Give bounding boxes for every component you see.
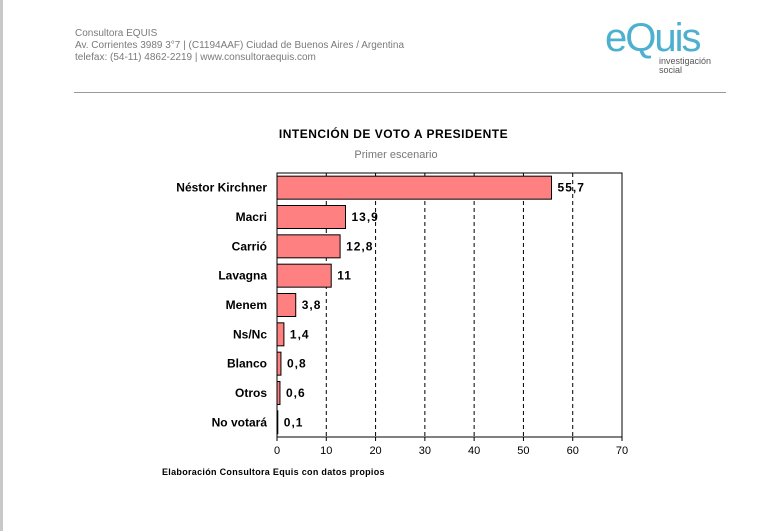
x-tick-label: 60 <box>567 445 579 457</box>
chart-source-note: Elaboración Consultora Equis con datos p… <box>162 467 385 477</box>
bar <box>276 234 341 259</box>
bar <box>276 410 279 435</box>
value-label: 0,8 <box>287 357 307 371</box>
x-tick-label: 0 <box>274 445 280 457</box>
x-tick-label: 10 <box>320 445 332 457</box>
value-label: 55,7 <box>558 181 585 195</box>
chart-title: INTENCIÓN DE VOTO A PRESIDENTE <box>278 127 509 141</box>
logo-tagline-line2: social <box>659 65 683 75</box>
bar <box>276 322 285 347</box>
bar <box>276 293 297 317</box>
category-label: No votará <box>212 415 268 429</box>
value-label: 11 <box>337 269 352 283</box>
logo-wordmark: eQuis <box>605 16 701 60</box>
page-left-border <box>0 0 3 531</box>
x-tick-label: 70 <box>616 445 628 457</box>
category-label: Blanco <box>227 357 267 371</box>
logo-tagline-line1: investigación <box>659 56 712 66</box>
company-address: Av. Corrientes 3989 3°7 | (C1194AAF) Ciu… <box>75 40 405 51</box>
value-label: 0,1 <box>284 415 304 429</box>
category-label: Otros <box>235 386 267 400</box>
value-label: 3,8 <box>302 298 322 312</box>
x-tick-label: 30 <box>419 445 431 457</box>
value-label: 12,8 <box>346 239 373 253</box>
bar <box>276 175 553 200</box>
category-label: Lavagna <box>218 269 267 283</box>
company-contact: telefax: (54-11) 4862-2219 | www.consult… <box>75 52 316 63</box>
equis-logo: eQuis investigación social <box>605 16 725 80</box>
header-divider <box>74 92 726 93</box>
value-label: 13,9 <box>352 210 379 224</box>
bar <box>276 381 281 405</box>
x-tick-label: 40 <box>468 445 480 457</box>
bar <box>276 263 332 288</box>
company-name: Consultora EQUIS <box>75 28 158 39</box>
logo-tagline: investigación social <box>659 57 711 75</box>
value-label: 1,4 <box>290 327 310 341</box>
x-tick-label: 50 <box>517 445 529 457</box>
category-label: Carrió <box>232 239 267 253</box>
bar <box>276 351 282 376</box>
category-label: Ns/Nc <box>233 327 267 341</box>
company-header: Consultora EQUIS Av. Corrientes 3989 3°7… <box>75 28 404 64</box>
category-label: Néstor Kirchner <box>176 181 267 195</box>
value-label: 0,6 <box>286 386 306 400</box>
category-label: Menem <box>226 298 267 312</box>
bar <box>276 205 347 229</box>
chart-subtitle: Primer escenario <box>354 149 438 161</box>
x-tick-label: 20 <box>369 445 381 457</box>
category-label: Macri <box>236 210 267 224</box>
